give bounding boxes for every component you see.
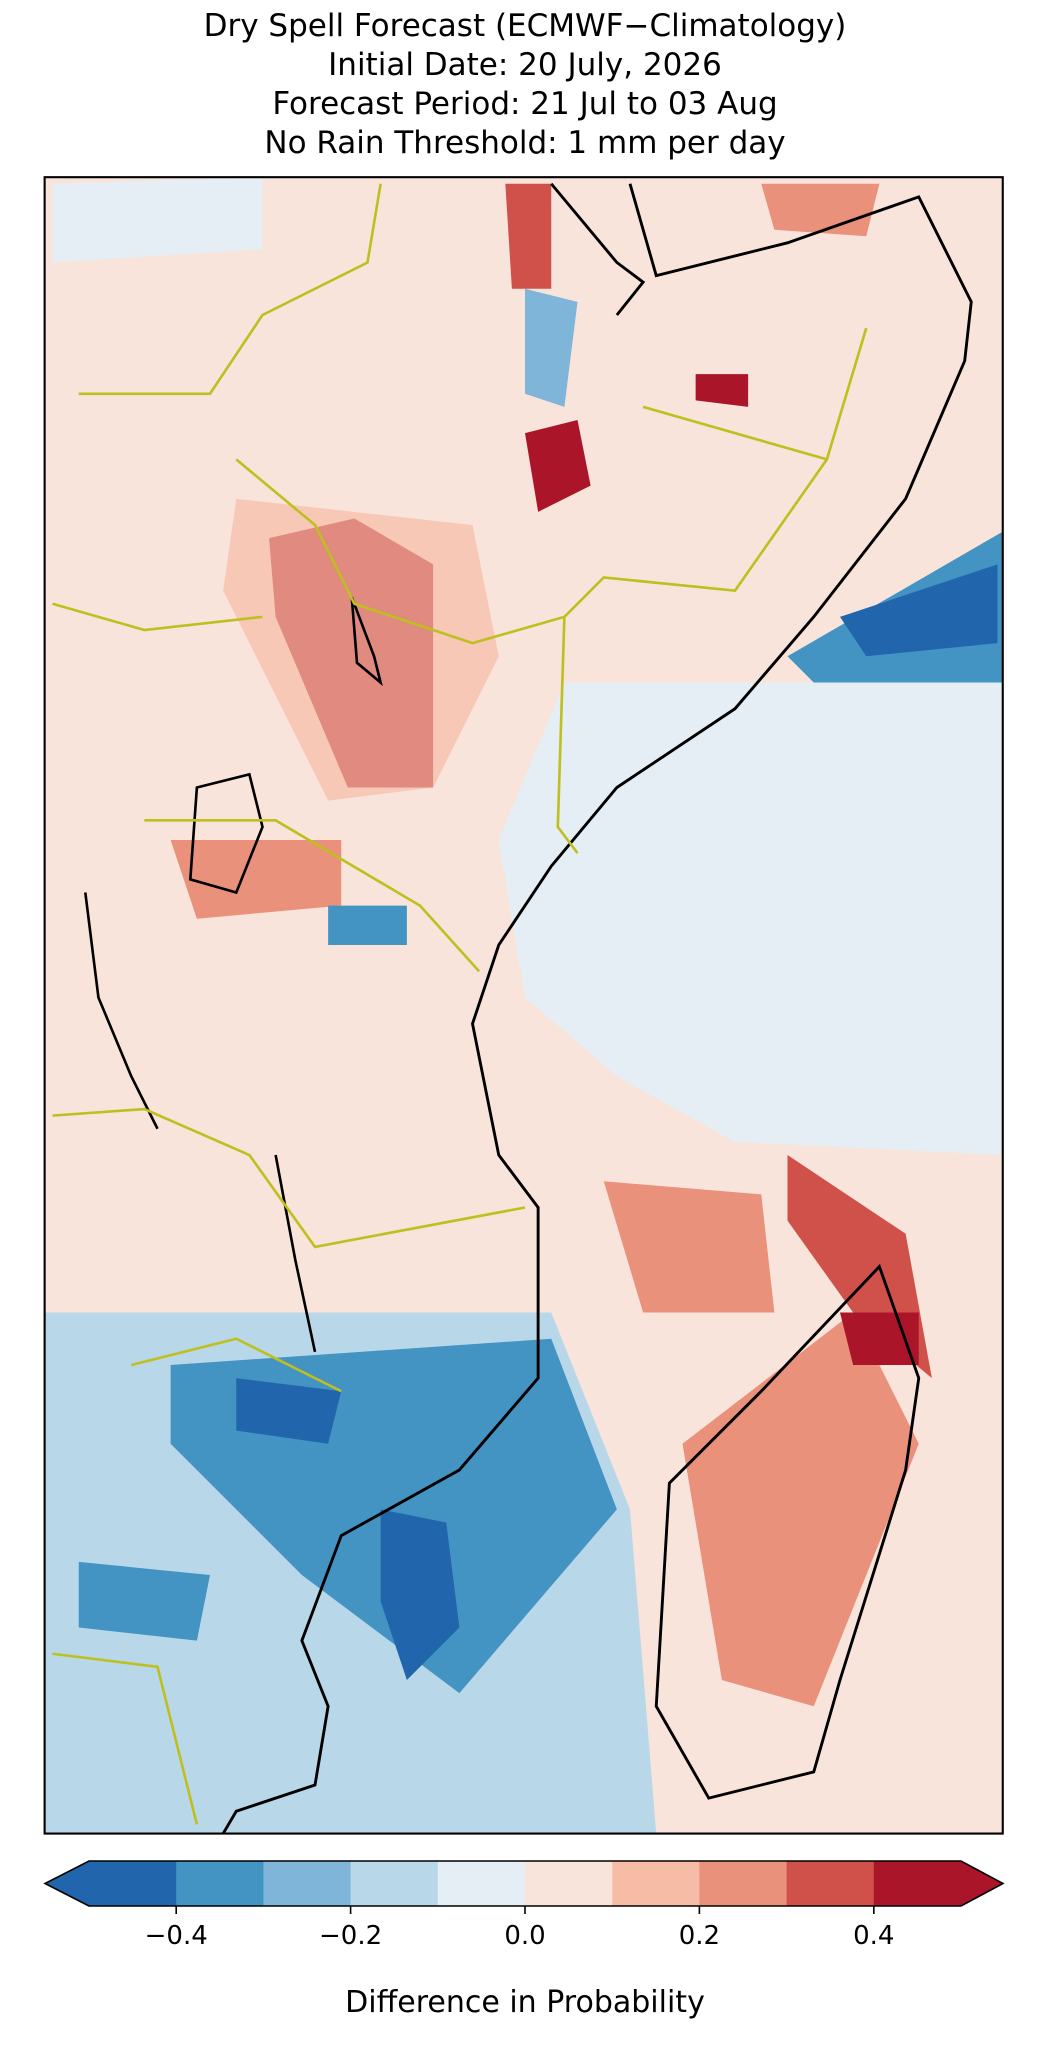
lake	[188, 772, 264, 895]
field-region	[603, 1181, 775, 1313]
lake	[274, 1154, 317, 1353]
colorbar-segment	[612, 1861, 700, 1906]
field-region	[525, 420, 591, 512]
colorbar-segment	[263, 1861, 352, 1906]
colorbar-segment	[350, 1861, 439, 1906]
lake	[350, 596, 383, 687]
colorbar-tick-label: 0.0	[504, 1921, 545, 1951]
field-region	[761, 183, 880, 237]
colorbar-extend-max	[961, 1861, 1003, 1906]
field-region	[78, 1561, 210, 1641]
colorbar-tick-label: −0.2	[319, 1921, 382, 1951]
colorbar-segment	[89, 1861, 177, 1906]
map-frame	[43, 176, 1004, 1835]
field-region	[840, 1312, 919, 1365]
map	[43, 176, 1004, 1835]
colorbar-segment	[437, 1861, 526, 1906]
colorbar-segment	[525, 1861, 613, 1906]
field-region	[236, 1378, 342, 1444]
colorbar-label: Difference in Probability	[345, 1985, 705, 2020]
field-region	[223, 498, 499, 801]
field-region	[380, 1509, 460, 1680]
colorbar-outline	[43, 1860, 1005, 1907]
colorbar-segment	[176, 1861, 264, 1906]
colorbar: −0.4 −0.2 0.0 0.2 0.4	[43, 1860, 1005, 1951]
title-line: Dry Spell Forecast (ECMWF−Climatology)	[204, 8, 847, 44]
field-region	[498, 682, 1003, 1155]
field-region	[525, 288, 578, 407]
field-region	[170, 840, 342, 919]
colorbar-segment	[873, 1861, 962, 1906]
colorbar-tick-label: 0.2	[679, 1921, 720, 1951]
lake	[84, 892, 159, 1130]
colorbar-tick-label: 0.4	[853, 1921, 894, 1951]
title-line: No Rain Threshold: 1 mm per day	[264, 125, 785, 161]
field-region	[52, 177, 263, 263]
field-region	[505, 183, 552, 289]
field-region	[840, 564, 998, 657]
colorbar-segment	[699, 1861, 788, 1906]
title-line: Forecast Period: 21 Jul to 03 Aug	[272, 86, 777, 122]
colorbar-segment	[786, 1861, 875, 1906]
coastline	[550, 182, 646, 316]
title-line: Initial Date: 20 July, 2026	[328, 47, 722, 83]
colorbar-extend-min	[45, 1861, 89, 1906]
coastline	[221, 183, 973, 1834]
field-region	[328, 905, 407, 945]
coastline	[654, 1263, 921, 1800]
colorbar-tick-label: −0.4	[145, 1921, 208, 1951]
field-region	[695, 374, 749, 407]
border	[52, 183, 868, 1825]
